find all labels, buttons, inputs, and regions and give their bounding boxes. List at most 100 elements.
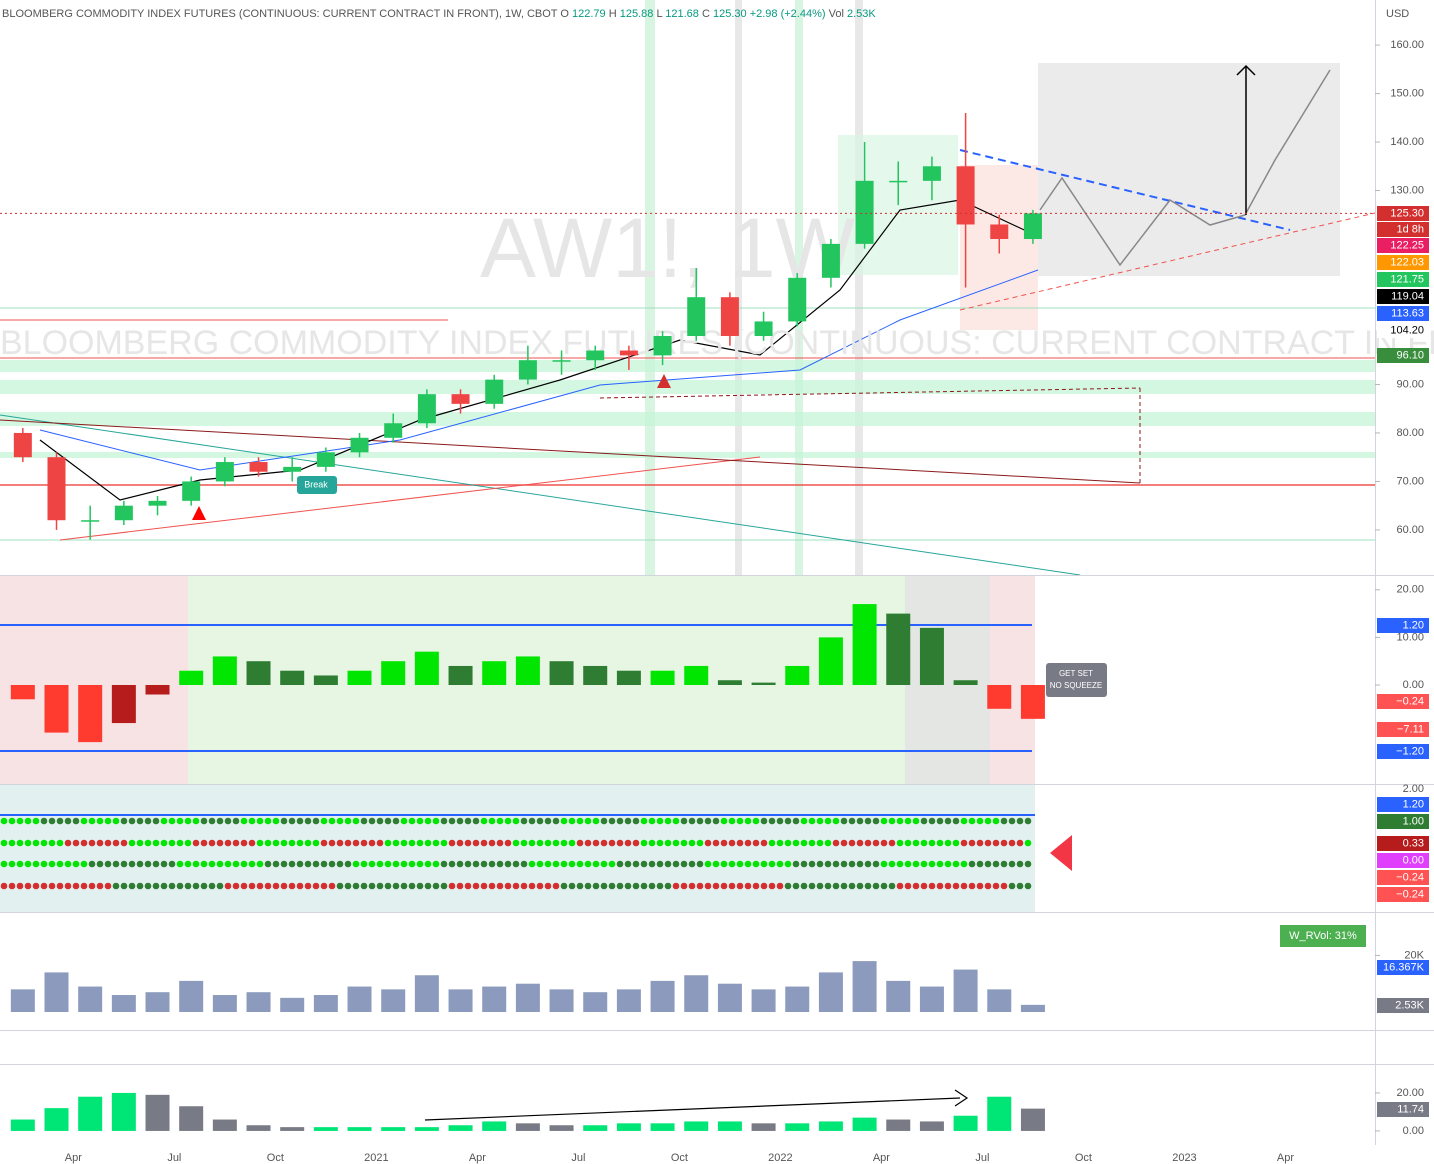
state-dot bbox=[824, 817, 832, 825]
state-dot bbox=[32, 839, 40, 847]
state-dot bbox=[984, 860, 992, 868]
state-dot bbox=[592, 817, 600, 825]
state-dot bbox=[256, 839, 264, 847]
state-dot bbox=[1008, 817, 1016, 825]
state-dot bbox=[592, 839, 600, 847]
state-dot bbox=[80, 882, 88, 890]
state-dot bbox=[104, 860, 112, 868]
state-dot bbox=[560, 860, 568, 868]
price-label-box bbox=[1377, 694, 1429, 709]
state-dot bbox=[904, 860, 912, 868]
state-dot bbox=[992, 860, 1000, 868]
bar bbox=[886, 613, 911, 685]
header-field: C bbox=[702, 8, 710, 20]
state-dot bbox=[320, 817, 328, 825]
state-dot bbox=[960, 860, 968, 868]
y-tick-label: 90.00 bbox=[1396, 378, 1424, 390]
state-dot bbox=[368, 839, 376, 847]
bar bbox=[1020, 1108, 1045, 1131]
y-tick-label: 160.00 bbox=[1390, 39, 1424, 51]
state-dot bbox=[144, 882, 152, 890]
state-dot bbox=[16, 817, 24, 825]
state-dot bbox=[928, 817, 936, 825]
state-dot bbox=[488, 882, 496, 890]
state-dot bbox=[432, 882, 440, 890]
state-dot bbox=[936, 839, 944, 847]
state-dot bbox=[688, 839, 696, 847]
bar bbox=[448, 665, 473, 685]
state-dot bbox=[336, 860, 344, 868]
state-dot bbox=[64, 882, 72, 890]
state-dot bbox=[992, 839, 1000, 847]
bar bbox=[818, 972, 843, 1012]
state-dot bbox=[168, 860, 176, 868]
state-dot bbox=[336, 882, 344, 890]
state-dot bbox=[824, 860, 832, 868]
state-dot bbox=[408, 817, 416, 825]
state-dot bbox=[456, 882, 464, 890]
state-dot bbox=[152, 860, 160, 868]
state-dot bbox=[72, 860, 80, 868]
state-dot bbox=[568, 839, 576, 847]
state-dot bbox=[456, 860, 464, 868]
state-dot bbox=[880, 817, 888, 825]
state-dot bbox=[984, 882, 992, 890]
state-dot bbox=[512, 817, 520, 825]
y-tick-label: 20K bbox=[1404, 949, 1424, 961]
state-dot bbox=[888, 817, 896, 825]
state-dot bbox=[48, 860, 56, 868]
state-dot bbox=[616, 882, 624, 890]
state-dot bbox=[256, 860, 264, 868]
state-dot bbox=[552, 817, 560, 825]
state-dot bbox=[912, 817, 920, 825]
state-dot bbox=[856, 817, 864, 825]
state-dot bbox=[896, 839, 904, 847]
state-dot bbox=[896, 817, 904, 825]
state-dot bbox=[312, 839, 320, 847]
state-dot bbox=[8, 839, 16, 847]
state-dot bbox=[728, 839, 736, 847]
state-dot bbox=[320, 882, 328, 890]
header-field: O bbox=[560, 8, 569, 20]
state-dot bbox=[104, 882, 112, 890]
state-dot bbox=[32, 817, 40, 825]
state-dot bbox=[496, 860, 504, 868]
state-dot bbox=[792, 817, 800, 825]
state-dot bbox=[496, 839, 504, 847]
state-dot bbox=[1008, 839, 1016, 847]
candle-body bbox=[316, 452, 335, 467]
state-dot bbox=[864, 839, 872, 847]
candle-body bbox=[1023, 213, 1042, 240]
state-dot bbox=[248, 817, 256, 825]
bar bbox=[1020, 1004, 1045, 1012]
state-dot bbox=[160, 817, 168, 825]
state-dot bbox=[400, 839, 408, 847]
bar bbox=[953, 969, 978, 1012]
state-dot bbox=[944, 882, 952, 890]
state-dot bbox=[464, 882, 472, 890]
state-dot bbox=[568, 817, 576, 825]
state-dot bbox=[304, 817, 312, 825]
state-dot bbox=[584, 817, 592, 825]
state-dot bbox=[712, 839, 720, 847]
state-dot bbox=[880, 839, 888, 847]
state-dot bbox=[936, 882, 944, 890]
state-dot bbox=[960, 839, 968, 847]
state-dot bbox=[760, 860, 768, 868]
state-dot bbox=[448, 882, 456, 890]
bar bbox=[78, 986, 103, 1012]
price-label: 0.00 bbox=[1403, 854, 1424, 866]
price-label-box bbox=[1377, 853, 1429, 868]
bar bbox=[10, 684, 35, 700]
x-tick-label: 2023 bbox=[1172, 1152, 1196, 1164]
candle-body bbox=[821, 243, 840, 278]
bar bbox=[381, 989, 406, 1012]
bar bbox=[1020, 684, 1045, 719]
state-dot bbox=[904, 882, 912, 890]
state-dot bbox=[960, 882, 968, 890]
state-dot bbox=[752, 882, 760, 890]
state-dot bbox=[840, 817, 848, 825]
bar bbox=[852, 1117, 877, 1131]
state-dot bbox=[472, 882, 480, 890]
